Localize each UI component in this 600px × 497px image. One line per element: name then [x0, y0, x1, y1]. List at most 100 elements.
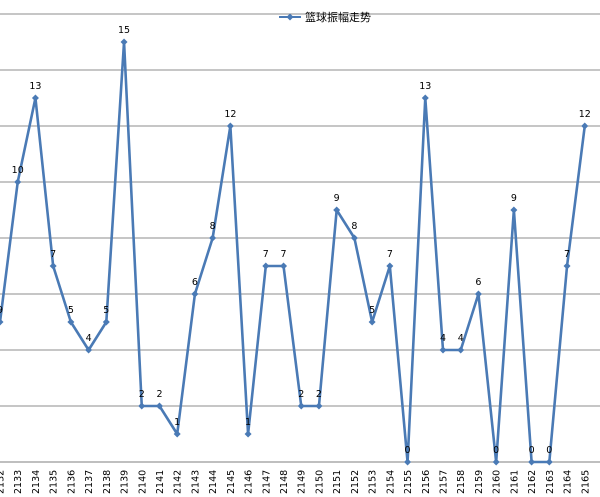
data-point-marker: [14, 178, 22, 186]
data-point-marker: [155, 402, 163, 410]
data-label: 7: [387, 249, 393, 260]
x-tick-label: 2141: [155, 470, 166, 494]
data-label: 15: [118, 25, 130, 36]
data-point-marker: [350, 234, 358, 242]
data-label: 6: [475, 277, 481, 288]
gridlines: [0, 13, 600, 463]
data-point-marker: [404, 458, 412, 466]
data-label: 8: [351, 221, 357, 232]
data-label: 2: [316, 389, 322, 400]
x-tick-label: 2134: [31, 470, 42, 494]
data-labels: 9101375451522168121772298570134460900712: [0, 25, 591, 456]
data-label: 9: [0, 305, 3, 316]
legend-label: 篮球振幅走势: [305, 10, 371, 24]
data-point-marker: [510, 206, 518, 214]
data-point-marker: [262, 262, 270, 270]
x-tick-label: 2137: [84, 470, 95, 494]
data-label: 10: [12, 165, 24, 176]
data-point-marker: [315, 402, 323, 410]
x-tick-label: 2146: [244, 470, 255, 494]
x-tick-label: 2132: [0, 470, 7, 494]
data-point-marker: [191, 290, 199, 298]
data-label: 0: [546, 445, 552, 456]
data-label: 13: [29, 81, 41, 92]
data-label: 0: [493, 445, 499, 456]
data-label: 4: [458, 333, 464, 344]
data-label: 1: [245, 417, 251, 428]
data-point-marker: [49, 262, 57, 270]
data-label: 0: [529, 445, 535, 456]
data-label: 5: [369, 305, 375, 316]
data-label: 0: [405, 445, 411, 456]
data-label: 5: [103, 305, 109, 316]
data-label: 2: [298, 389, 304, 400]
data-label: 8: [210, 221, 216, 232]
data-label: 9: [511, 193, 517, 204]
x-tick-label: 2163: [545, 470, 556, 494]
data-label: 5: [68, 305, 74, 316]
data-label: 4: [440, 333, 446, 344]
x-tick-label: 2148: [279, 470, 290, 494]
x-tick-label: 2151: [332, 470, 343, 494]
x-tick-label: 2144: [208, 470, 219, 494]
data-point-marker: [545, 458, 553, 466]
x-tick-label: 2145: [226, 470, 237, 494]
x-tick-label: 2156: [421, 470, 432, 494]
data-point-marker: [368, 318, 376, 326]
data-label: 7: [280, 249, 286, 260]
data-point-marker: [386, 262, 394, 270]
data-label: 12: [579, 109, 591, 120]
x-tick-label: 2164: [563, 470, 574, 494]
data-point-marker: [0, 318, 4, 326]
data-label: 2: [139, 389, 145, 400]
data-point-marker: [226, 122, 234, 130]
legend: 篮球振幅走势: [279, 10, 371, 24]
data-point-marker: [528, 458, 536, 466]
data-point-marker: [244, 430, 252, 438]
x-tick-label: 2165: [580, 470, 591, 494]
data-point-marker: [474, 290, 482, 298]
x-tick-label: 2159: [474, 470, 485, 494]
data-point-marker: [280, 262, 288, 270]
data-point-marker: [492, 458, 500, 466]
data-point-marker: [581, 122, 589, 130]
data-point-marker: [209, 234, 217, 242]
x-tick-label: 2147: [261, 470, 272, 494]
legend-diamond-marker: [286, 13, 294, 21]
data-point-marker: [563, 262, 571, 270]
data-markers: [0, 38, 589, 466]
data-label: 4: [86, 333, 92, 344]
x-tick-label: 2158: [456, 470, 467, 494]
x-tick-label: 2150: [314, 470, 325, 494]
data-point-marker: [138, 402, 146, 410]
x-tick-label: 2154: [385, 470, 396, 494]
data-point-marker: [120, 38, 128, 46]
x-tick-label: 2157: [439, 470, 450, 494]
x-tick-label: 2161: [509, 470, 520, 494]
x-tick-label: 2162: [527, 470, 538, 494]
data-label: 9: [334, 193, 340, 204]
x-tick-label: 2153: [368, 470, 379, 494]
x-tick-label: 2143: [190, 470, 201, 494]
x-tick-label: 2149: [297, 470, 308, 494]
data-point-marker: [333, 206, 341, 214]
x-tick-label: 2135: [49, 470, 60, 494]
data-point-marker: [67, 318, 75, 326]
data-label: 2: [156, 389, 162, 400]
data-label: 13: [419, 81, 431, 92]
x-tick-label: 2136: [66, 470, 77, 494]
x-tick-label: 2133: [13, 470, 24, 494]
x-axis-tick-labels: 2132 2133 2134 2135 2136 2137 2138 2139 2140 2141…: [0, 470, 591, 494]
x-tick-label: 2160: [492, 470, 503, 494]
data-point-marker: [439, 346, 447, 354]
data-point-marker: [102, 318, 110, 326]
series-line: [0, 40, 587, 464]
data-label: 6: [192, 277, 198, 288]
data-point-marker: [31, 94, 39, 102]
data-label: 7: [50, 249, 56, 260]
series-line-group: [0, 40, 587, 464]
data-point-marker: [173, 430, 181, 438]
x-tick-label: 2138: [102, 470, 113, 494]
data-label: 7: [263, 249, 269, 260]
